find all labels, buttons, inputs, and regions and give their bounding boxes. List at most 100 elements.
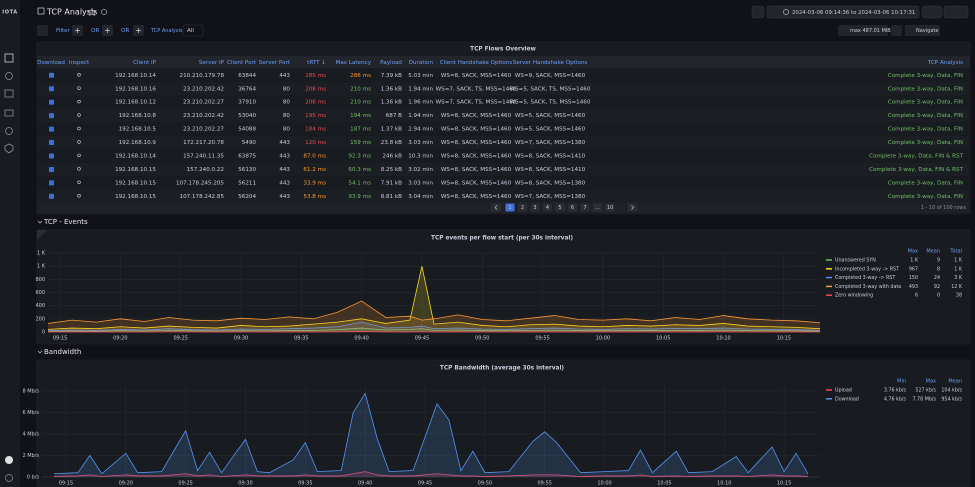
column-header[interactable]: Server Port: [259, 60, 291, 66]
column-header[interactable]: TCP Analysis: [927, 60, 963, 66]
table-cell: 194 ms: [350, 113, 371, 119]
page-number[interactable]: 7: [583, 205, 586, 211]
page-number[interactable]: 1: [508, 205, 511, 211]
nav-capture[interactable]: [4, 89, 14, 98]
legend-stat: 38: [956, 293, 962, 299]
page-number[interactable]: 6: [571, 205, 574, 211]
nav-security[interactable]: [4, 143, 14, 154]
download-button[interactable]: [49, 99, 54, 105]
download-size[interactable]: max 487.01 MiB: [850, 28, 891, 34]
operator[interactable]: OR: [91, 28, 99, 34]
table-cell: 208 ms: [305, 100, 326, 106]
legend-label[interactable]: Completed 3-way with data: [835, 284, 901, 290]
column-header[interactable]: Duration: [409, 60, 434, 66]
legend-label[interactable]: Download: [835, 396, 859, 402]
page-number[interactable]: 4: [546, 205, 549, 211]
variable-select[interactable]: [182, 24, 204, 37]
page-button[interactable]: [580, 203, 590, 212]
column-header[interactable]: Max Latency: [336, 60, 372, 66]
download-button[interactable]: [49, 153, 54, 159]
page-button[interactable]: [505, 203, 515, 212]
download-button[interactable]: [49, 72, 54, 78]
section-title[interactable]: TCP - Events: [43, 218, 88, 226]
legend-label[interactable]: Upload: [835, 388, 852, 394]
download-button[interactable]: [49, 180, 54, 186]
download-button[interactable]: [49, 113, 54, 119]
refresh-button[interactable]: [943, 5, 969, 19]
inspect-button[interactable]: [77, 113, 81, 117]
variable-value[interactable]: All: [187, 28, 194, 34]
nav-storage[interactable]: [4, 109, 14, 117]
inspect-button[interactable]: [77, 167, 81, 171]
user-avatar[interactable]: [5, 456, 13, 464]
nav-dashboards[interactable]: [4, 53, 14, 63]
page-number[interactable]: 2: [521, 205, 524, 211]
expand-button[interactable]: [891, 25, 902, 36]
settings-button[interactable]: [751, 5, 765, 19]
download-button[interactable]: [49, 86, 54, 92]
page-button[interactable]: [605, 203, 615, 212]
help-icon[interactable]: [5, 474, 13, 482]
page-number[interactable]: 10: [607, 205, 613, 211]
legend-label[interactable]: Completed 3-way -> RST: [835, 275, 895, 281]
table-cell: 192.168.10.12: [115, 100, 156, 106]
download-button[interactable]: [49, 193, 54, 199]
legend-stat: 3 K: [954, 275, 963, 281]
column-header[interactable]: Download: [37, 60, 65, 66]
inspect-button[interactable]: [77, 86, 81, 90]
inspect-button[interactable]: [77, 180, 81, 185]
time-picker[interactable]: [766, 5, 920, 19]
nav-admin[interactable]: [5, 127, 13, 135]
legend-label[interactable]: Unanswered SYN: [835, 258, 876, 264]
download-button[interactable]: [49, 140, 54, 146]
star-button[interactable]: [87, 7, 97, 17]
page-button[interactable]: [530, 203, 540, 212]
inspect-button[interactable]: [77, 126, 81, 131]
section-title[interactable]: Bandwidth: [44, 348, 81, 356]
table-cell: 107.178.245.205: [176, 180, 224, 186]
legend-stat: 1 K: [954, 258, 963, 264]
time-range[interactable]: 2024-03-06 09:14:36 to 2024-03-06 10:17:…: [792, 10, 915, 16]
trash-button[interactable]: [37, 25, 48, 36]
inspect-button[interactable]: [77, 140, 81, 144]
column-header[interactable]: Server IP: [199, 60, 225, 66]
page-number[interactable]: 5: [558, 205, 561, 211]
download-button[interactable]: [49, 166, 54, 172]
collapse-icon[interactable]: [37, 350, 43, 354]
page-button[interactable]: [593, 203, 602, 212]
navigate-label[interactable]: Navigate: [916, 28, 938, 34]
download-button[interactable]: [49, 126, 54, 132]
series-line: [47, 321, 821, 332]
page-button[interactable]: [568, 203, 577, 212]
nav-settings[interactable]: [5, 72, 13, 80]
download-button[interactable]: [838, 25, 888, 36]
column-header[interactable]: Inspect: [69, 60, 90, 66]
column-header[interactable]: tRTT ↓: [307, 59, 326, 66]
table-cell: WS=7, SACK, TS, MSS=1460: [436, 86, 517, 92]
column-header[interactable]: Client Port: [227, 60, 257, 66]
navigate-button[interactable]: [905, 25, 940, 36]
collapse-icon[interactable]: [37, 220, 43, 224]
operator[interactable]: OR: [121, 28, 129, 34]
inspect-button[interactable]: [77, 153, 81, 158]
page-button[interactable]: [518, 203, 527, 212]
legend-label[interactable]: Incompleted 3-way -> RST: [835, 266, 899, 272]
column-header[interactable]: Payload: [380, 60, 402, 66]
share-button[interactable]: [101, 9, 107, 15]
column-header[interactable]: Client Handshake Options: [440, 60, 513, 66]
legend-label[interactable]: Zero windowing: [835, 293, 873, 299]
page-button[interactable]: [543, 203, 552, 212]
inspect-button[interactable]: [77, 194, 81, 198]
column-header[interactable]: Server Handshake Options: [513, 60, 588, 66]
legend-stat: 0: [937, 293, 940, 299]
page-number[interactable]: 3: [533, 205, 536, 211]
inspect-button[interactable]: [77, 72, 81, 77]
inspect-button[interactable]: [77, 99, 81, 104]
next-page[interactable]: [627, 203, 638, 212]
column-header[interactable]: Client IP: [133, 60, 157, 66]
zoom-out-button[interactable]: [921, 5, 943, 19]
page-button[interactable]: [555, 203, 565, 212]
page-number[interactable]: …: [595, 205, 600, 211]
prev-page[interactable]: [491, 203, 501, 212]
